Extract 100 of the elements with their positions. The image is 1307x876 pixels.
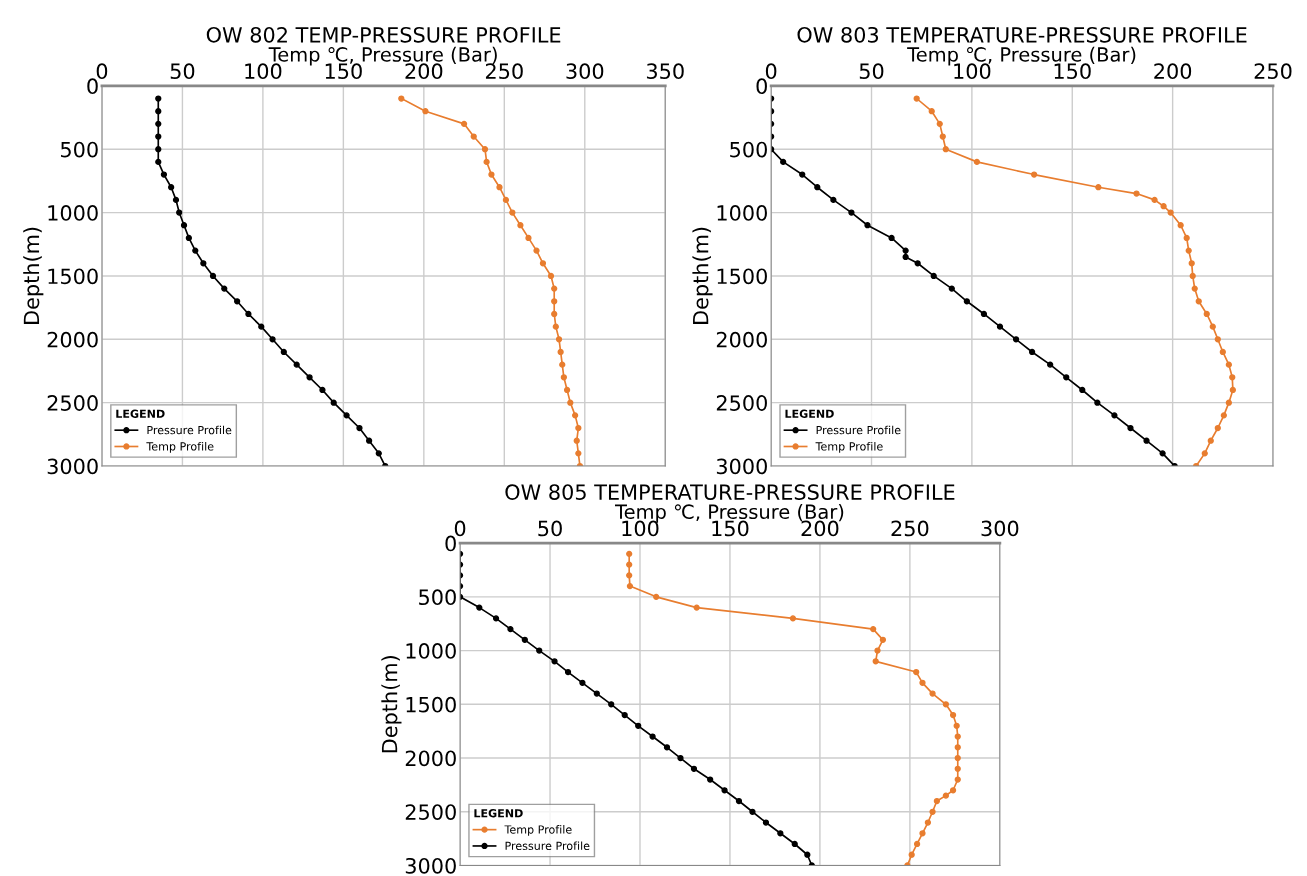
point bbox=[1063, 374, 1070, 381]
x-tick-label: 350 bbox=[646, 63, 684, 80]
point bbox=[791, 840, 798, 848]
point bbox=[483, 158, 490, 166]
point bbox=[563, 386, 571, 394]
point bbox=[476, 604, 483, 611]
point bbox=[690, 765, 698, 772]
y-tick-label: 2500 bbox=[716, 395, 767, 411]
y-axis-title: Depth(m) bbox=[381, 656, 402, 753]
point bbox=[1195, 298, 1202, 305]
point bbox=[789, 615, 797, 622]
point bbox=[973, 158, 981, 166]
point bbox=[1012, 336, 1020, 343]
point bbox=[913, 95, 920, 102]
point bbox=[269, 336, 276, 343]
point bbox=[525, 234, 532, 242]
point bbox=[488, 171, 495, 178]
point bbox=[1143, 437, 1150, 444]
point bbox=[551, 285, 558, 292]
point bbox=[996, 323, 1004, 330]
point bbox=[980, 310, 988, 318]
point bbox=[168, 184, 175, 191]
point bbox=[949, 711, 957, 719]
point bbox=[533, 247, 540, 254]
point bbox=[929, 808, 936, 815]
point bbox=[635, 722, 642, 729]
point bbox=[874, 647, 881, 654]
point bbox=[567, 399, 574, 406]
point bbox=[1201, 450, 1208, 457]
point bbox=[521, 636, 528, 643]
y-tick-label: 2500 bbox=[405, 804, 456, 820]
point bbox=[621, 711, 628, 719]
x-tick-label: 300 bbox=[981, 520, 1019, 537]
point bbox=[963, 298, 970, 305]
point bbox=[1047, 361, 1054, 368]
point bbox=[1191, 285, 1198, 292]
point bbox=[942, 792, 950, 799]
point bbox=[626, 582, 634, 590]
point bbox=[626, 561, 633, 568]
point bbox=[593, 690, 600, 697]
y-axis-title: Depth(m) bbox=[692, 227, 713, 324]
point bbox=[707, 776, 714, 783]
point bbox=[579, 679, 586, 686]
point bbox=[777, 830, 784, 837]
x-tick-label: 250 bbox=[1254, 63, 1292, 80]
point bbox=[552, 323, 559, 330]
point bbox=[914, 260, 921, 267]
y-tick-label: 3000 bbox=[47, 458, 98, 475]
point bbox=[848, 209, 855, 216]
x-tick-label: 50 bbox=[859, 63, 884, 80]
y-tick-label: 1500 bbox=[406, 696, 456, 713]
point bbox=[626, 572, 633, 579]
x-tick-label: 200 bbox=[801, 520, 839, 537]
point bbox=[258, 323, 265, 330]
y-tick-label: 1000 bbox=[48, 205, 98, 221]
point bbox=[919, 679, 926, 686]
point bbox=[551, 310, 558, 318]
point bbox=[663, 744, 671, 751]
point bbox=[1220, 412, 1227, 419]
point bbox=[864, 222, 871, 229]
point bbox=[1167, 209, 1174, 216]
y-tick-label: 2000 bbox=[716, 331, 767, 348]
x-tick-label: 150 bbox=[1054, 63, 1091, 80]
point bbox=[1079, 386, 1086, 394]
point bbox=[155, 158, 162, 166]
point bbox=[573, 437, 580, 444]
point bbox=[1214, 424, 1221, 432]
point bbox=[572, 412, 579, 419]
y-axis-title: Depth(m) bbox=[23, 227, 44, 324]
y-tick-label: 2000 bbox=[47, 331, 98, 348]
point bbox=[155, 95, 162, 102]
point bbox=[536, 647, 543, 654]
point bbox=[693, 604, 700, 611]
point bbox=[245, 310, 252, 318]
point bbox=[954, 765, 961, 772]
point bbox=[319, 386, 326, 394]
y-tick-label: 3000 bbox=[716, 458, 767, 475]
legend-title: LEGEND bbox=[474, 808, 523, 818]
point bbox=[948, 285, 955, 292]
point bbox=[930, 272, 937, 280]
point bbox=[481, 146, 489, 153]
point bbox=[953, 722, 960, 729]
point bbox=[460, 120, 468, 127]
point bbox=[1207, 437, 1214, 444]
y-tick-label: 2500 bbox=[47, 395, 98, 411]
point bbox=[1095, 184, 1102, 191]
point bbox=[913, 840, 921, 848]
point bbox=[155, 108, 162, 115]
point bbox=[1160, 203, 1167, 210]
point bbox=[221, 285, 228, 292]
y-tick-label: 500 bbox=[419, 589, 456, 606]
point bbox=[830, 196, 837, 204]
point bbox=[902, 247, 909, 254]
chart-title: OW 802 TEMP-PRESSURE PROFILE bbox=[206, 26, 561, 43]
chart-title: OW 803 TEMPERATURE-PRESSURE PROFILE bbox=[797, 26, 1247, 43]
point bbox=[557, 348, 564, 356]
point bbox=[939, 133, 946, 140]
point bbox=[155, 133, 162, 140]
x-tick-label: 50 bbox=[538, 520, 562, 537]
y-tick-label: 0 bbox=[756, 78, 767, 95]
